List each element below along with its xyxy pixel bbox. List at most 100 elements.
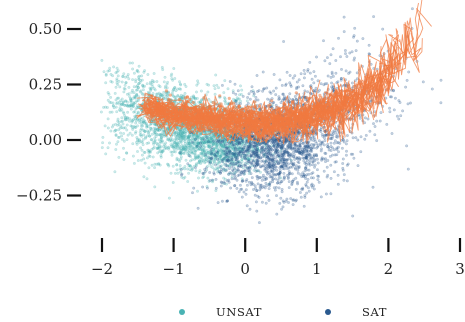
data-point	[201, 185, 205, 189]
data-point	[180, 134, 184, 138]
data-point	[123, 118, 127, 122]
data-point	[146, 125, 150, 129]
data-point	[152, 87, 156, 90]
data-point	[336, 173, 340, 177]
data-point	[275, 152, 279, 156]
data-point	[206, 150, 210, 154]
data-point	[214, 189, 218, 193]
data-point	[210, 137, 214, 141]
data-point	[136, 139, 140, 143]
data-point	[258, 142, 262, 146]
data-point	[108, 100, 112, 104]
data-point	[209, 157, 213, 161]
data-point	[188, 159, 192, 163]
data-point	[182, 133, 186, 137]
data-point	[134, 130, 138, 134]
data-point	[244, 188, 248, 192]
data-point	[130, 103, 134, 107]
data-point	[99, 110, 103, 114]
data-point	[240, 88, 244, 92]
data-point	[267, 198, 271, 202]
data-point	[119, 131, 123, 135]
data-point	[175, 145, 179, 149]
data-point	[188, 138, 192, 142]
data-point	[203, 170, 207, 174]
data-point	[136, 159, 140, 162]
data-point	[114, 85, 118, 89]
data-point	[153, 166, 157, 170]
data-point	[181, 147, 185, 151]
data-point	[277, 186, 281, 190]
data-point	[201, 141, 205, 145]
data-point	[127, 92, 131, 96]
data-point	[224, 100, 228, 104]
data-point	[199, 151, 203, 155]
data-point	[164, 146, 168, 150]
data-point	[200, 139, 203, 143]
data-point	[295, 80, 299, 84]
data-point	[316, 178, 320, 182]
data-point	[326, 159, 330, 162]
data-point	[188, 164, 192, 168]
data-point	[190, 150, 193, 154]
data-point	[250, 85, 254, 89]
data-point	[198, 159, 202, 163]
data-point	[247, 92, 251, 96]
data-point	[184, 85, 188, 88]
data-point	[251, 150, 255, 154]
data-point	[193, 152, 197, 156]
data-point	[186, 167, 190, 171]
data-point	[323, 136, 326, 140]
data-point	[311, 157, 314, 160]
data-point	[266, 155, 270, 159]
data-point	[161, 68, 165, 72]
data-point	[179, 135, 183, 139]
data-point	[328, 62, 332, 66]
data-point	[406, 167, 410, 171]
data-point	[143, 130, 147, 134]
data-point	[195, 145, 199, 149]
data-point	[224, 164, 228, 168]
data-point	[219, 147, 223, 151]
data-point	[116, 69, 120, 73]
data-point	[287, 173, 291, 176]
data-point	[212, 172, 216, 176]
data-point	[239, 84, 242, 88]
data-point	[179, 130, 183, 133]
data-point	[369, 100, 373, 103]
data-point	[180, 134, 184, 138]
data-point	[198, 169, 202, 173]
data-point	[171, 142, 175, 146]
data-point	[278, 201, 282, 205]
data-point	[184, 158, 188, 162]
data-point	[174, 134, 178, 138]
data-point	[233, 167, 237, 171]
data-point	[115, 142, 118, 146]
data-point	[177, 151, 181, 155]
data-point	[187, 136, 191, 140]
data-point	[341, 166, 345, 170]
data-point	[157, 84, 161, 88]
data-point	[137, 139, 141, 143]
data-point	[209, 133, 213, 137]
data-point	[160, 133, 164, 137]
data-point	[304, 166, 307, 170]
data-point	[137, 118, 141, 122]
data-point	[298, 158, 302, 162]
data-point	[230, 172, 234, 176]
data-point	[174, 141, 178, 145]
data-point	[245, 99, 249, 103]
data-point	[109, 79, 113, 83]
data-point	[267, 151, 271, 154]
data-point	[285, 138, 289, 142]
data-point	[177, 147, 181, 151]
data-point	[233, 98, 237, 102]
data-point	[199, 132, 202, 136]
data-point	[253, 155, 257, 159]
data-point	[281, 199, 285, 203]
data-point	[217, 149, 221, 153]
data-point	[236, 157, 240, 161]
data-point	[111, 104, 115, 108]
data-point	[212, 139, 215, 143]
